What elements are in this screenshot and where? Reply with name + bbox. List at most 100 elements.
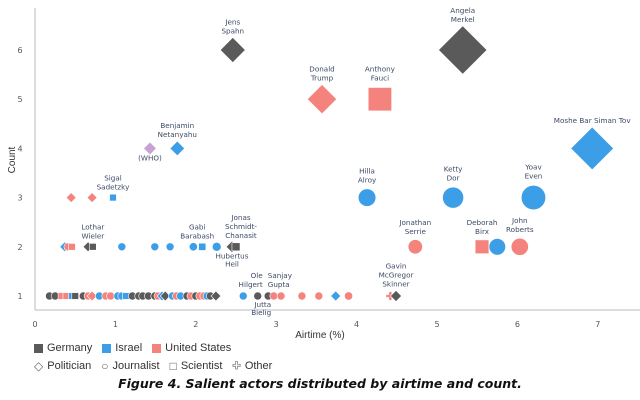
x-tick-label: 3 bbox=[274, 320, 279, 329]
data-point-diamond[interactable] bbox=[570, 126, 614, 171]
point-label: Ole Hilgert bbox=[239, 271, 264, 289]
y-tick-label: 6 bbox=[17, 46, 22, 55]
data-point-circle[interactable] bbox=[488, 238, 506, 256]
point-label: Hilla Alroy bbox=[358, 167, 377, 185]
data-point-diamond[interactable] bbox=[306, 84, 338, 115]
legend-label: United States bbox=[165, 342, 232, 354]
y-axis-label: Count bbox=[7, 146, 18, 173]
data-point-circle[interactable] bbox=[106, 291, 115, 301]
country-legend: Germany Israel United States bbox=[34, 342, 231, 354]
point-label: Sigal Sadetzky bbox=[97, 173, 130, 191]
circle-icon: ○ bbox=[101, 359, 109, 373]
data-point-square[interactable] bbox=[367, 87, 392, 112]
legend-item-role[interactable]: ✚ Other bbox=[232, 360, 272, 372]
data-point-circle[interactable] bbox=[253, 291, 263, 301]
x-tick-label: 1 bbox=[113, 320, 118, 329]
x-tick-label: 6 bbox=[515, 320, 520, 329]
x-tick-label: 7 bbox=[595, 320, 600, 329]
data-point-circle[interactable] bbox=[276, 291, 286, 301]
data-point-diamond[interactable] bbox=[330, 290, 342, 302]
legend-label: Politician bbox=[47, 360, 92, 372]
legend-label: Other bbox=[244, 360, 273, 372]
data-point-circle[interactable] bbox=[442, 186, 464, 209]
point-label: Hubertus Heil bbox=[215, 251, 248, 268]
data-point-circle[interactable] bbox=[188, 242, 198, 252]
data-point-diamond[interactable] bbox=[438, 25, 488, 75]
y-tick-label: 2 bbox=[17, 243, 22, 252]
legend-swatch bbox=[34, 343, 43, 353]
data-point-circle[interactable] bbox=[357, 188, 377, 207]
point-label: Yoav Even bbox=[524, 162, 542, 180]
data-point-circle[interactable] bbox=[165, 242, 175, 252]
data-point-circle[interactable] bbox=[150, 242, 160, 252]
data-point-diamond[interactable] bbox=[86, 192, 98, 203]
figure-caption: Figure 4. Salient actors distributed by … bbox=[118, 376, 522, 391]
data-point-square[interactable] bbox=[68, 243, 76, 251]
legend-label: Germany bbox=[47, 342, 93, 354]
role-legend: ◇ Politician ○ Journalist □ Scientist ✚ Other bbox=[34, 359, 272, 373]
legend-item-role[interactable]: □ Scientist bbox=[170, 359, 223, 373]
point-label: Anthony Fauci bbox=[365, 65, 396, 83]
y-tick-label: 5 bbox=[17, 95, 22, 104]
point-label: Deborah Birx bbox=[467, 218, 498, 236]
data-point-square[interactable] bbox=[231, 242, 241, 252]
data-point-circle[interactable] bbox=[211, 242, 222, 252]
legend-swatch bbox=[102, 343, 112, 353]
point-label: Donald Trump bbox=[309, 65, 334, 83]
x-tick-label: 0 bbox=[32, 320, 37, 329]
point-label: Jutta Bielig bbox=[251, 300, 271, 317]
data-point-circle[interactable] bbox=[238, 291, 248, 301]
data-point-square[interactable] bbox=[89, 243, 97, 251]
legend-item-country[interactable]: Israel bbox=[102, 342, 142, 354]
point-label: (WHO) bbox=[138, 154, 162, 163]
point-label: Benjamin Netanyahu bbox=[158, 121, 197, 139]
data-point-circle[interactable] bbox=[117, 242, 127, 252]
square-icon: □ bbox=[169, 359, 177, 373]
y-tick-label: 4 bbox=[17, 144, 22, 153]
data-point-square[interactable] bbox=[109, 193, 117, 202]
data-point-diamond[interactable] bbox=[143, 141, 157, 156]
point-label: Jens Spahn bbox=[221, 17, 244, 35]
plus-icon: ✚ bbox=[232, 360, 241, 372]
x-tick-label: 2 bbox=[193, 320, 198, 329]
x-axis-label: Airtime (%) bbox=[295, 330, 344, 341]
diamond-icon: ◇ bbox=[34, 359, 44, 373]
point-label: Lothar Wieler bbox=[81, 223, 104, 241]
x-tick-label: 5 bbox=[434, 320, 439, 329]
legend-item-country[interactable]: Germany bbox=[34, 342, 92, 354]
data-point-diamond[interactable] bbox=[65, 192, 77, 203]
legend-item-country[interactable]: United States bbox=[152, 342, 231, 354]
data-point-diamond[interactable] bbox=[169, 140, 186, 157]
data-point-circle[interactable] bbox=[344, 291, 354, 301]
data-point-circle[interactable] bbox=[297, 291, 307, 301]
point-label: Jonas Schmidt-Chanasit bbox=[225, 213, 257, 240]
point-label: Ketty Dor bbox=[444, 164, 463, 182]
legend-label: Israel bbox=[115, 342, 143, 354]
data-point-square[interactable] bbox=[71, 292, 79, 300]
data-point-diamond[interactable] bbox=[210, 290, 222, 302]
data-point-square[interactable] bbox=[198, 242, 207, 251]
y-tick-label: 3 bbox=[17, 194, 22, 203]
legend-item-role[interactable]: ○ Journalist bbox=[101, 359, 159, 373]
data-point-circle[interactable] bbox=[510, 237, 529, 256]
legend-label: Journalist bbox=[112, 360, 160, 372]
legend-item-role[interactable]: ◇ Politician bbox=[34, 359, 91, 373]
point-label: Gavin McGregor Skinner bbox=[379, 261, 414, 288]
data-point-square[interactable] bbox=[474, 239, 490, 254]
y-tick-label: 1 bbox=[17, 292, 22, 301]
data-point-circle[interactable] bbox=[314, 291, 324, 301]
point-label: Gabi Barabash bbox=[180, 222, 214, 240]
legend-swatch bbox=[152, 343, 162, 353]
data-point-circle[interactable] bbox=[520, 185, 547, 211]
data-point-circle[interactable] bbox=[269, 291, 279, 301]
point-label: Jonathan Serrie bbox=[398, 218, 431, 236]
data-point-diamond[interactable] bbox=[390, 290, 402, 302]
data-point-circle[interactable] bbox=[407, 239, 423, 255]
point-label: John Roberts bbox=[506, 216, 534, 234]
scatter-chart: 1 2 3 4 5 6 0 1 2 3 4 5 6 7 Airtime (%) Count Angela… bbox=[7, 6, 640, 341]
x-tick-label: 4 bbox=[354, 320, 359, 329]
data-point-diamond[interactable] bbox=[219, 37, 246, 63]
point-label: Angela Merkel bbox=[450, 6, 475, 24]
legend-label: Scientist bbox=[180, 360, 223, 372]
point-label: Moshe Bar Siman Tov bbox=[554, 116, 632, 125]
